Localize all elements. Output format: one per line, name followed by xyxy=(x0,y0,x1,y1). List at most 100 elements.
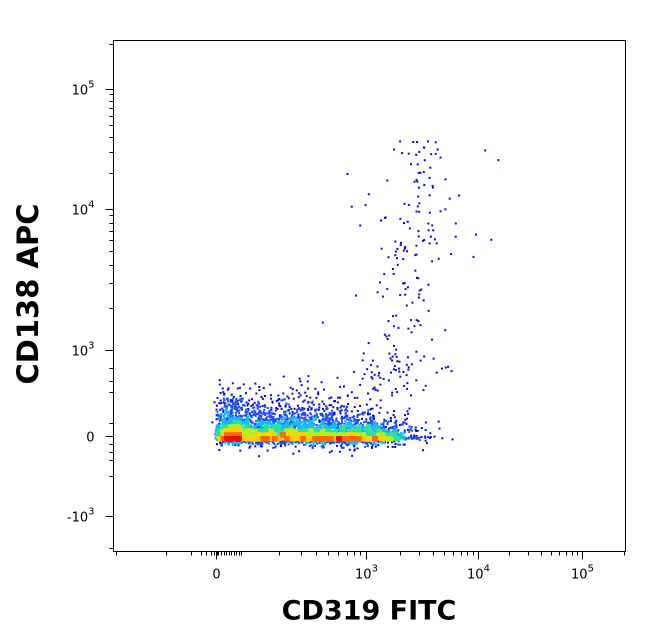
event-dot xyxy=(367,193,370,196)
event-dot xyxy=(245,392,247,395)
event-dot xyxy=(221,420,224,423)
event-dot xyxy=(431,184,434,187)
event-dot xyxy=(390,436,393,439)
event-dot xyxy=(387,320,390,323)
event-dot xyxy=(219,416,222,419)
event-dot xyxy=(337,422,340,425)
event-dot xyxy=(309,436,312,439)
event-dot xyxy=(251,429,254,432)
event-dot xyxy=(301,434,304,437)
event-dot xyxy=(353,406,356,408)
event-dot xyxy=(417,235,420,238)
event-dot xyxy=(222,440,225,443)
event-dot xyxy=(314,387,317,390)
event-dot xyxy=(213,433,216,436)
event-dot xyxy=(246,422,249,425)
event-dot xyxy=(218,419,221,422)
event-dot xyxy=(283,410,286,413)
event-dot xyxy=(431,186,434,189)
event-dot xyxy=(410,434,413,437)
event-dot xyxy=(379,281,381,284)
event-dot xyxy=(367,441,370,444)
event-dot xyxy=(315,424,318,426)
event-dot xyxy=(385,434,388,437)
event-dot xyxy=(271,432,274,435)
event-dot xyxy=(232,397,235,400)
event-dot xyxy=(417,320,420,323)
event-dot xyxy=(361,425,364,428)
event-dot xyxy=(441,367,443,370)
event-dot xyxy=(402,371,405,373)
event-dot xyxy=(230,420,233,423)
event-dot xyxy=(417,296,420,299)
event-dot xyxy=(379,428,382,431)
event-dot xyxy=(403,222,405,225)
event-dot xyxy=(221,443,223,446)
event-dot xyxy=(291,414,293,417)
event-dot xyxy=(279,416,282,418)
event-dot xyxy=(254,430,257,433)
event-dot xyxy=(352,444,355,447)
event-dot xyxy=(355,433,358,436)
event-dot xyxy=(310,413,312,416)
event-dot xyxy=(378,411,381,414)
event-dot xyxy=(264,426,267,429)
event-dot xyxy=(428,242,431,245)
event-dot xyxy=(272,424,275,427)
event-dot xyxy=(387,433,390,436)
event-dot xyxy=(390,417,392,419)
event-dot xyxy=(237,419,240,422)
event-dot xyxy=(226,420,229,423)
event-dot xyxy=(274,445,277,448)
event-dot xyxy=(315,413,318,416)
event-dot xyxy=(320,430,323,433)
event-dot xyxy=(298,426,301,429)
event-dot xyxy=(228,417,231,420)
event-dot xyxy=(314,416,317,419)
event-dot xyxy=(232,426,235,429)
event-dot xyxy=(376,431,379,434)
event-dot xyxy=(393,416,396,419)
event-dot xyxy=(392,414,395,416)
event-dot xyxy=(289,418,292,421)
event-dot xyxy=(349,427,352,430)
event-dot xyxy=(229,399,232,402)
event-dot xyxy=(392,325,395,328)
event-dot xyxy=(273,443,276,445)
event-dot xyxy=(429,166,432,169)
event-dot xyxy=(351,433,354,436)
event-dot xyxy=(444,329,447,332)
event-dot xyxy=(289,417,292,420)
event-dot xyxy=(270,406,273,409)
event-dot xyxy=(276,442,279,445)
event-dot xyxy=(221,432,224,435)
event-dot xyxy=(264,406,267,408)
event-dot xyxy=(386,445,389,448)
event-dot xyxy=(428,176,431,179)
event-dot xyxy=(257,441,260,444)
event-dot xyxy=(250,431,253,434)
event-dot xyxy=(323,419,326,421)
event-dot xyxy=(267,442,270,445)
event-dot xyxy=(447,365,450,368)
event-dot xyxy=(407,203,410,206)
event-dot xyxy=(366,445,369,448)
event-dot xyxy=(330,442,333,445)
event-dot xyxy=(289,421,292,424)
event-dot xyxy=(331,414,334,416)
event-dot xyxy=(386,411,389,414)
event-dot xyxy=(387,430,390,433)
event-dot xyxy=(308,405,311,408)
event-dot xyxy=(228,426,231,429)
event-dot xyxy=(220,434,223,437)
event-dot xyxy=(373,373,376,376)
event-dot xyxy=(333,424,336,427)
event-dot xyxy=(339,385,342,388)
event-dot xyxy=(353,418,356,420)
event-dot xyxy=(311,430,314,433)
event-dot xyxy=(313,414,316,417)
event-dot xyxy=(324,428,327,431)
event-dot xyxy=(265,417,267,420)
event-dot xyxy=(369,418,372,421)
event-dot xyxy=(348,433,351,436)
